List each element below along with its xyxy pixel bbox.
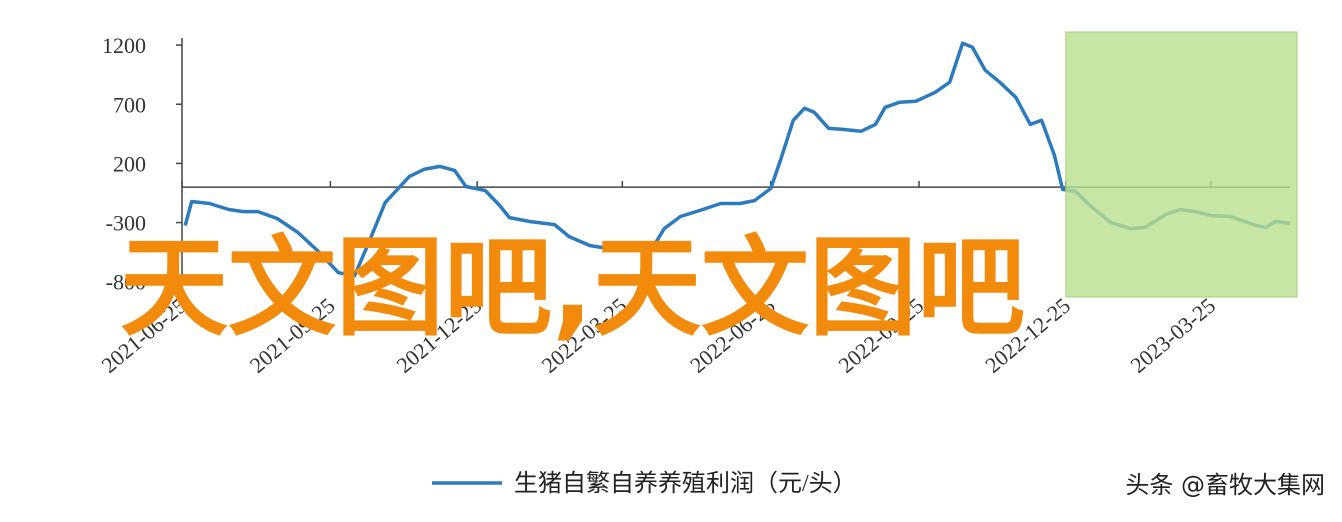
x-tick-label: 2023-03-25	[1125, 293, 1220, 378]
y-tick-label: -800	[106, 270, 146, 295]
source-text: 头条 @畜牧大集网	[1125, 471, 1325, 499]
y-tick-label: -300	[106, 211, 146, 236]
legend-label: 生猪自繁自养养殖利润（元/头）	[514, 470, 857, 497]
y-tick-label: 700	[113, 92, 146, 117]
y-tick-label: 200	[113, 151, 146, 176]
highlight-region	[1065, 31, 1298, 298]
watermark-text: 天文图吧,天文图吧	[120, 226, 1025, 351]
y-tick-label: 1200	[102, 33, 146, 58]
